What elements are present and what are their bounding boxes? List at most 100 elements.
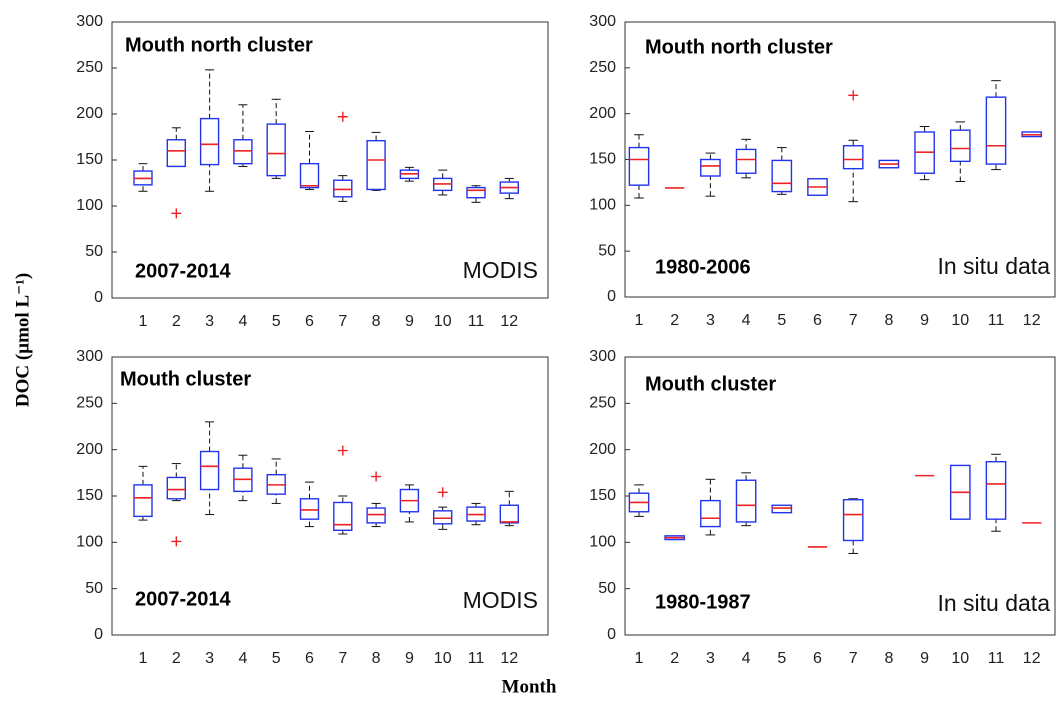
box — [842, 499, 864, 542]
outlier — [171, 536, 182, 547]
x-tick-label: 12 — [500, 650, 518, 667]
x-tick-label: 3 — [706, 312, 715, 329]
y-tick-label: 200 — [76, 441, 103, 458]
box — [333, 501, 353, 531]
period-label: 1980-1987 — [655, 591, 751, 613]
x-tick-label: 7 — [338, 313, 347, 330]
y-tick-label: 250 — [76, 395, 103, 412]
x-tick-label: 3 — [205, 650, 214, 667]
x-tick-label: 8 — [884, 312, 893, 329]
x-tick-label: 5 — [777, 650, 786, 667]
box — [700, 158, 721, 177]
x-tick-label: 1 — [139, 313, 148, 330]
y-tick-label: 50 — [85, 243, 103, 260]
panel-title: Mouth cluster — [120, 368, 251, 390]
x-tick-label: 1 — [635, 650, 644, 667]
x-tick-label: 1 — [635, 312, 644, 329]
period-label: 1980-2006 — [655, 256, 751, 278]
outlier — [171, 208, 182, 219]
box — [985, 461, 1007, 520]
box — [700, 499, 721, 528]
x-tick-label: 5 — [272, 650, 281, 667]
x-tick-label: 8 — [884, 650, 893, 667]
y-tick-label: 300 — [589, 13, 616, 30]
box — [199, 450, 220, 491]
x-tick-label: 10 — [951, 312, 969, 329]
x-tick-label: 12 — [500, 313, 518, 330]
box — [949, 129, 971, 163]
x-tick-label: 7 — [849, 312, 858, 329]
y-tick-label: 150 — [589, 487, 616, 504]
x-tick-label: 5 — [272, 313, 281, 330]
y-tick-label: 250 — [589, 395, 616, 412]
box — [366, 507, 386, 524]
box — [366, 139, 386, 191]
outlier — [848, 90, 859, 101]
x-tick-label: 2 — [670, 650, 679, 667]
box — [133, 484, 153, 518]
box — [735, 479, 757, 523]
y-tick-label: 250 — [589, 59, 616, 76]
x-axis-label: Month — [502, 676, 557, 697]
y-tick-label: 100 — [589, 197, 616, 214]
y-tick-label: 150 — [76, 487, 103, 504]
x-tick-label: 9 — [920, 650, 929, 667]
y-tick-label: 150 — [589, 151, 616, 168]
x-tick-label: 5 — [777, 312, 786, 329]
y-tick-label: 100 — [76, 197, 103, 214]
y-tick-label: 250 — [76, 59, 103, 76]
x-tick-label: 9 — [920, 312, 929, 329]
y-tick-label: 0 — [607, 626, 616, 643]
x-tick-label: 4 — [238, 313, 247, 330]
y-tick-label: 0 — [94, 626, 103, 643]
box — [842, 145, 864, 170]
x-tick-label: 1 — [139, 650, 148, 667]
box — [499, 504, 519, 524]
y-tick-label: 0 — [607, 288, 616, 305]
x-tick-label: 8 — [372, 313, 381, 330]
y-tick-label: 50 — [598, 242, 616, 259]
x-tick-label: 12 — [1023, 312, 1041, 329]
x-tick-label: 3 — [205, 313, 214, 330]
x-tick-label: 9 — [405, 650, 414, 667]
box — [299, 162, 320, 189]
box — [628, 146, 650, 186]
y-tick-label: 300 — [589, 348, 616, 365]
source-label: MODIS — [463, 257, 538, 283]
panel-title: Mouth cluster — [645, 373, 776, 395]
x-tick-label: 2 — [172, 650, 181, 667]
x-tick-label: 10 — [951, 650, 969, 667]
y-tick-label: 200 — [76, 105, 103, 122]
period-label: 2007-2014 — [135, 588, 232, 610]
box — [771, 504, 793, 514]
panel-title: Mouth north cluster — [125, 34, 313, 56]
box — [299, 498, 320, 520]
x-tick-label: 11 — [468, 650, 485, 667]
x-tick-label: 11 — [988, 650, 1005, 667]
y-axis-label: DOC (µmol L⁻¹) — [12, 273, 33, 407]
x-tick-label: 10 — [434, 650, 452, 667]
x-tick-label: 11 — [988, 312, 1005, 329]
x-tick-label: 4 — [742, 650, 751, 667]
period-label: 2007-2014 — [135, 260, 232, 282]
y-tick-label: 0 — [94, 289, 103, 306]
box — [771, 159, 793, 193]
y-tick-label: 50 — [85, 580, 103, 597]
y-tick-label: 300 — [76, 13, 103, 30]
y-tick-label: 200 — [589, 441, 616, 458]
y-tick-label: 200 — [589, 105, 616, 122]
y-tick-label: 100 — [76, 534, 103, 551]
source-label: In situ data — [937, 590, 1050, 616]
y-tick-label: 300 — [76, 348, 103, 365]
outlier — [337, 111, 348, 122]
box — [466, 186, 486, 199]
box — [735, 148, 757, 174]
x-tick-label: 11 — [468, 313, 485, 330]
box — [266, 123, 286, 177]
x-tick-label: 7 — [849, 650, 858, 667]
box — [166, 476, 186, 500]
panel-title: Mouth north cluster — [645, 36, 833, 58]
x-tick-label: 3 — [706, 650, 715, 667]
box — [985, 96, 1007, 165]
